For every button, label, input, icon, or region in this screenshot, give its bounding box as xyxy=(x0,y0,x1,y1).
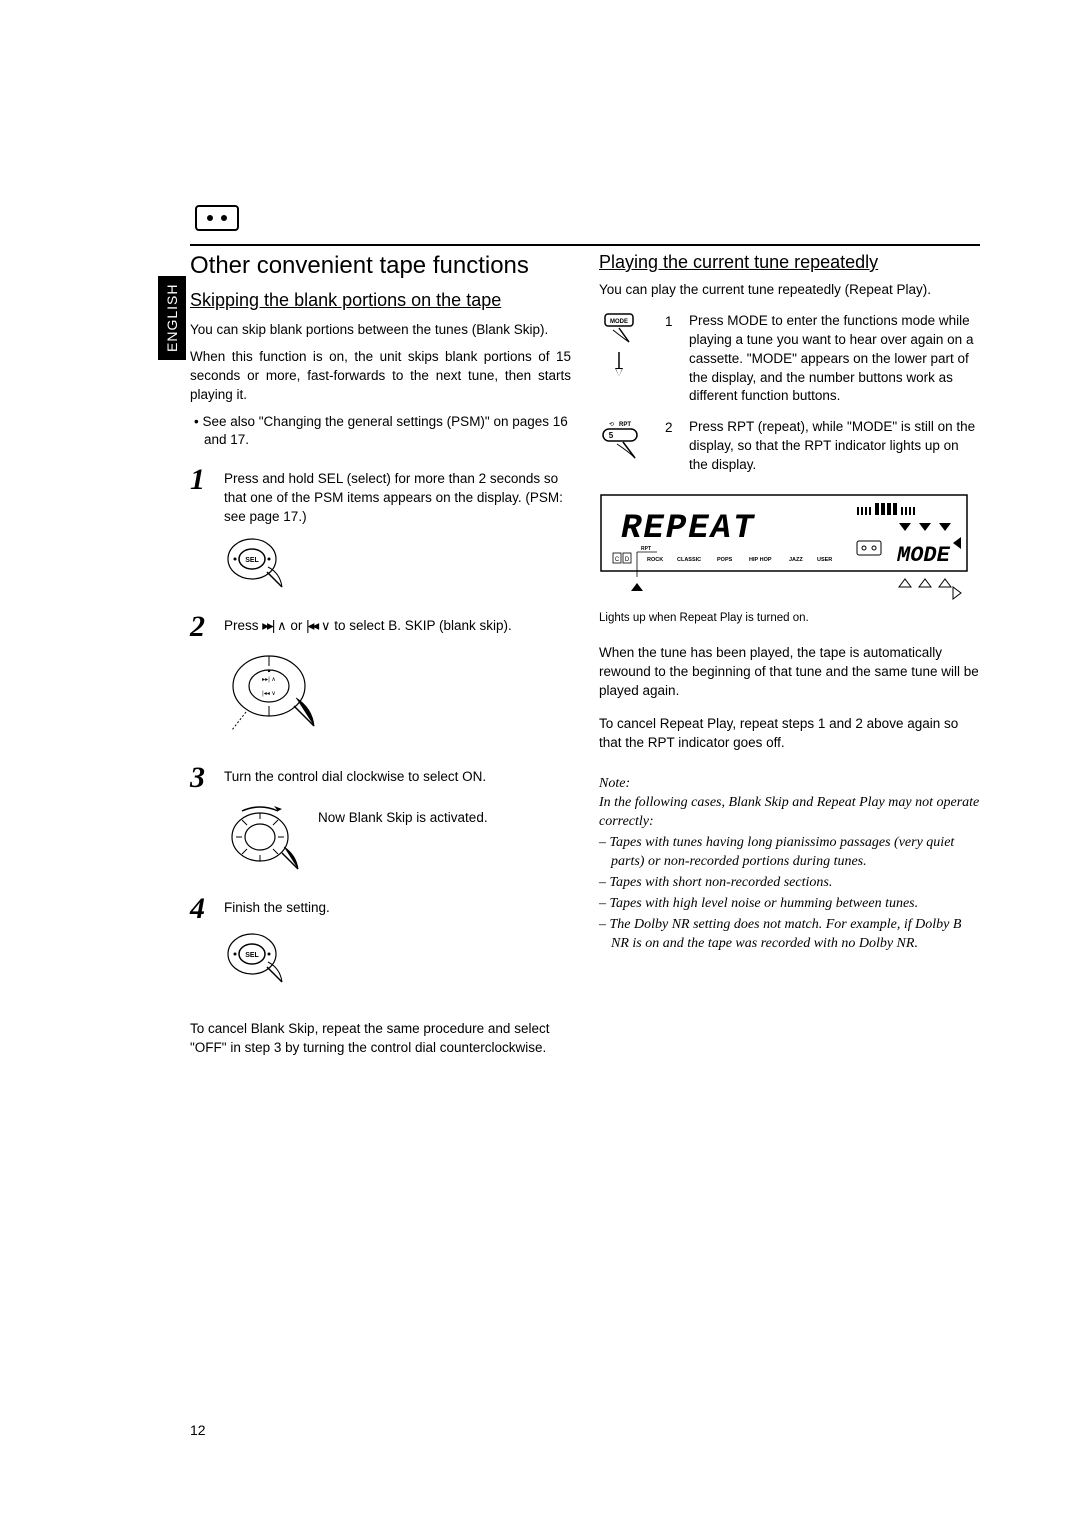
cassette-icon xyxy=(195,205,239,231)
right-step-1-text: Press MODE to enter the functions mode w… xyxy=(689,312,980,406)
right-step-2-text: Press RPT (repeat), while "MODE" is stil… xyxy=(689,418,980,475)
step-3: 3 Turn the control dial clockwise to sel… xyxy=(190,764,571,791)
step-3-number: 3 xyxy=(190,764,212,791)
step-3-text: Turn the control dial clockwise to selec… xyxy=(224,764,486,787)
mode-button-icon: MODE xyxy=(599,312,655,384)
svg-text:USER: USER xyxy=(817,557,832,563)
step-4-text: Finish the setting. xyxy=(224,895,330,918)
note-intro: In the following cases, Blank Skip and R… xyxy=(599,794,980,832)
cancel-blank-skip: To cancel Blank Skip, repeat the same pr… xyxy=(190,1020,571,1058)
svg-text:5: 5 xyxy=(609,431,614,440)
step-2-number: 2 xyxy=(190,613,212,640)
svg-text:MODE: MODE xyxy=(610,319,628,325)
display-panel: REPEAT MODE xyxy=(599,493,980,608)
svg-text:▸▸| ∧: ▸▸| ∧ xyxy=(262,677,276,683)
note-item-1: – Tapes with tunes having long pianissim… xyxy=(599,834,980,872)
right-title: Playing the current tune repeatedly xyxy=(599,252,980,273)
step-3-caption: Now Blank Skip is activated. xyxy=(318,799,488,828)
left-column: Other convenient tape functions Skipping… xyxy=(190,252,571,1066)
right-after-1: When the tune has been played, the tape … xyxy=(599,644,980,701)
right-after-2: To cancel Repeat Play, repeat steps 1 an… xyxy=(599,715,980,753)
note-item-4: – The Dolby NR setting does not match. F… xyxy=(599,916,980,954)
svg-text:RPT: RPT xyxy=(641,546,651,552)
step-1-number: 1 xyxy=(190,466,212,493)
svg-text:REPEAT: REPEAT xyxy=(621,510,755,548)
svg-text:JAZZ: JAZZ xyxy=(789,557,803,563)
note-heading: Note: xyxy=(599,776,980,792)
language-tab: ENGLISH xyxy=(158,276,186,360)
left-intro-2: When this function is on, the unit skips… xyxy=(190,348,571,405)
note-item-2: – Tapes with short non-recorded sections… xyxy=(599,874,980,893)
svg-text:CLASSIC: CLASSIC xyxy=(677,557,701,563)
sel-label: SEL xyxy=(245,557,259,564)
svg-text:HIP HOP: HIP HOP xyxy=(749,557,772,563)
header-rule xyxy=(190,244,980,246)
svg-text:D: D xyxy=(625,557,630,563)
step-2-text: Press ▸▸| ∧ or |◂◂ ∨ to select B. SKIP (… xyxy=(224,613,512,636)
svg-text:MODE: MODE xyxy=(896,543,951,568)
step-4: 4 Finish the setting. xyxy=(190,895,571,922)
step-1: 1 Press and hold SEL (select) for more t… xyxy=(190,466,571,527)
svg-text:RPT: RPT xyxy=(619,422,631,428)
sel-button-icon-2: SEL xyxy=(224,930,571,992)
right-step-1-number: 1 xyxy=(665,312,679,329)
left-intro-1: You can skip blank portions between the … xyxy=(190,321,571,340)
svg-text:|◂◂ ∨: |◂◂ ∨ xyxy=(262,691,276,697)
step-4-number: 4 xyxy=(190,895,212,922)
step-2: 2 Press ▸▸| ∧ or |◂◂ ∨ to select B. SKIP… xyxy=(190,613,571,640)
right-column: Playing the current tune repeatedly You … xyxy=(599,252,980,1066)
sel-label: SEL xyxy=(245,952,259,959)
svg-text:POPS: POPS xyxy=(717,557,733,563)
display-caption: Lights up when Repeat Play is turned on. xyxy=(599,612,980,624)
left-bullet-1: • See also "Changing the general setting… xyxy=(190,413,571,451)
rpt-button-icon: RPT ⟲ 5 xyxy=(599,418,655,468)
dial-icon xyxy=(224,799,306,879)
svg-text:ROCK: ROCK xyxy=(647,557,663,563)
right-step-2: RPT ⟲ 5 2 Press RPT (repeat), while "MOD… xyxy=(599,418,980,475)
sel-button-icon: SEL xyxy=(224,535,571,597)
page-number: 12 xyxy=(190,1422,206,1438)
svg-text:⟲: ⟲ xyxy=(609,422,614,428)
right-intro: You can play the current tune repeatedly… xyxy=(599,281,980,300)
step-3-illustration: Now Blank Skip is activated. xyxy=(224,799,571,879)
main-content: Other convenient tape functions Skipping… xyxy=(190,252,980,1066)
step-1-text: Press and hold SEL (select) for more tha… xyxy=(224,466,571,527)
left-subtitle: Skipping the blank portions on the tape xyxy=(190,290,571,311)
right-step-1: MODE 1 Press MODE to enter the functions… xyxy=(599,312,980,406)
cross-control-icon: ▸▸| ∧ |◂◂ ∨ xyxy=(224,648,571,748)
svg-text:C: C xyxy=(615,557,620,563)
note-item-3: – Tapes with high level noise or humming… xyxy=(599,895,980,914)
right-step-2-number: 2 xyxy=(665,418,679,435)
section-title: Other convenient tape functions xyxy=(190,252,571,280)
